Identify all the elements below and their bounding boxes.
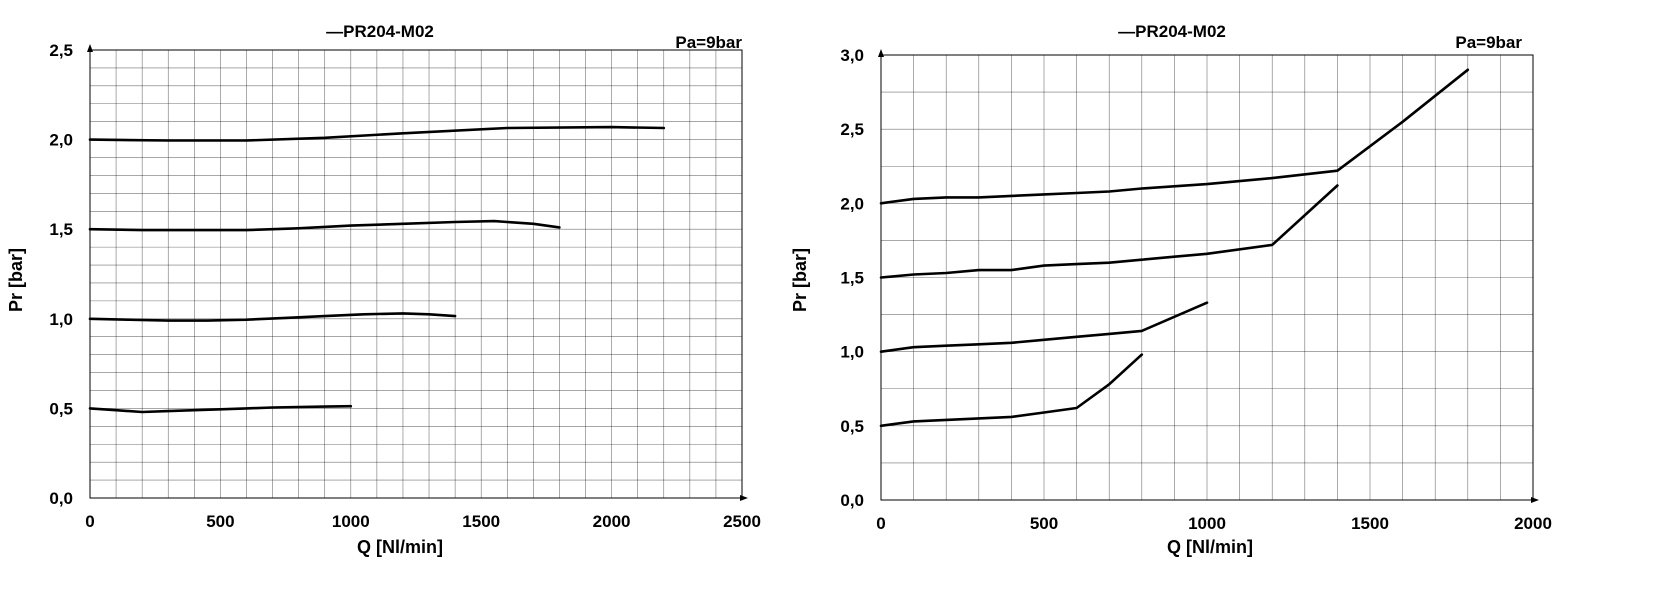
left-y-tick-label: 2,0	[49, 131, 73, 150]
right-series-line-3	[879, 184, 1339, 279]
left-x-tick-label: 500	[206, 512, 234, 531]
left-y-axis-arrow	[87, 44, 93, 52]
left-x-ticks: 0 500 1000 1500 2000 2500	[85, 512, 761, 531]
right-x-tick-label: 2000	[1514, 514, 1552, 533]
left-y-tick-label: 1,5	[49, 220, 73, 239]
right-x-tick-label: 500	[1030, 514, 1058, 533]
right-y-tick-label: 1,0	[840, 343, 864, 362]
left-y-ticks: 0,0 0,5 1,0 1,5 2,0 2,5	[49, 41, 73, 508]
right-x-axis-label: Q [Nl/min]	[1167, 537, 1253, 557]
right-x-ticks: 0 500 1000 1500 2000	[876, 514, 1552, 533]
right-y-ticks: 0,0 0,5 1,0 1,5 2,0 2,5 3,0	[840, 46, 864, 510]
right-y-axis-label: Pr [bar]	[790, 248, 810, 312]
left-x-tick-label: 2500	[723, 512, 761, 531]
right-y-tick-label: 0,0	[840, 491, 864, 510]
left-x-tick-label: 1000	[332, 512, 370, 531]
left-y-tick-label: 1,0	[49, 310, 73, 329]
right-y-tick-label: 1,5	[840, 269, 864, 288]
right-series-line-4	[879, 68, 1470, 205]
right-curves	[879, 68, 1470, 428]
right-chart-annotation: Pa=9bar	[1455, 33, 1522, 52]
right-y-tick-label: 2,5	[840, 120, 864, 139]
right-y-tick-label: 2,0	[840, 194, 864, 213]
left-series-line-1	[88, 404, 353, 414]
right-y-tick-label: 3,0	[840, 46, 864, 65]
left-series-line-3	[88, 219, 561, 232]
left-series-line-2	[88, 312, 457, 322]
right-y-tick-label: 0,5	[840, 417, 864, 436]
right-x-tick-label: 1500	[1351, 514, 1389, 533]
left-x-tick-label: 1500	[462, 512, 500, 531]
right-series-line-2	[879, 301, 1209, 354]
left-y-axis-label: Pr [bar]	[6, 248, 26, 312]
right-x-axis-arrow	[1531, 497, 1539, 503]
left-chart: 0 500 1000 1500 2000 2500 0,00,51,01,52,02,5 …	[6, 22, 761, 557]
right-x-tick-label: 0	[876, 514, 885, 533]
right-x-tick-label: 1000	[1188, 514, 1226, 533]
right-y-axis-arrow	[878, 49, 884, 57]
left-x-axis-arrow	[740, 495, 748, 501]
left-x-tick-label: 0	[85, 512, 94, 531]
left-plot-frame	[89, 49, 743, 499]
left-x-tick-label: 2000	[593, 512, 631, 531]
left-chart-title: —PR204-M02	[326, 22, 434, 41]
left-chart-annotation: Pa=9bar	[675, 33, 742, 52]
left-y-tick-label: 2,5	[49, 41, 73, 60]
left-y-tick-label: 0,5	[49, 399, 73, 418]
left-series-line-4	[88, 125, 666, 142]
left-x-axis-label: Q [Nl/min]	[357, 537, 443, 557]
left-grid	[87, 44, 748, 501]
right-chart-title: —PR204-M02	[1118, 22, 1226, 41]
right-grid	[878, 49, 1539, 503]
right-chart: 0 500 1000 1500 2000 0,0 0,5 1,0 1,5 2,0 2,5 3,0 —…	[790, 22, 1552, 557]
left-y-tick-label: 0,0	[49, 489, 73, 508]
right-series-line-1	[879, 353, 1144, 428]
left-curves	[88, 125, 666, 414]
